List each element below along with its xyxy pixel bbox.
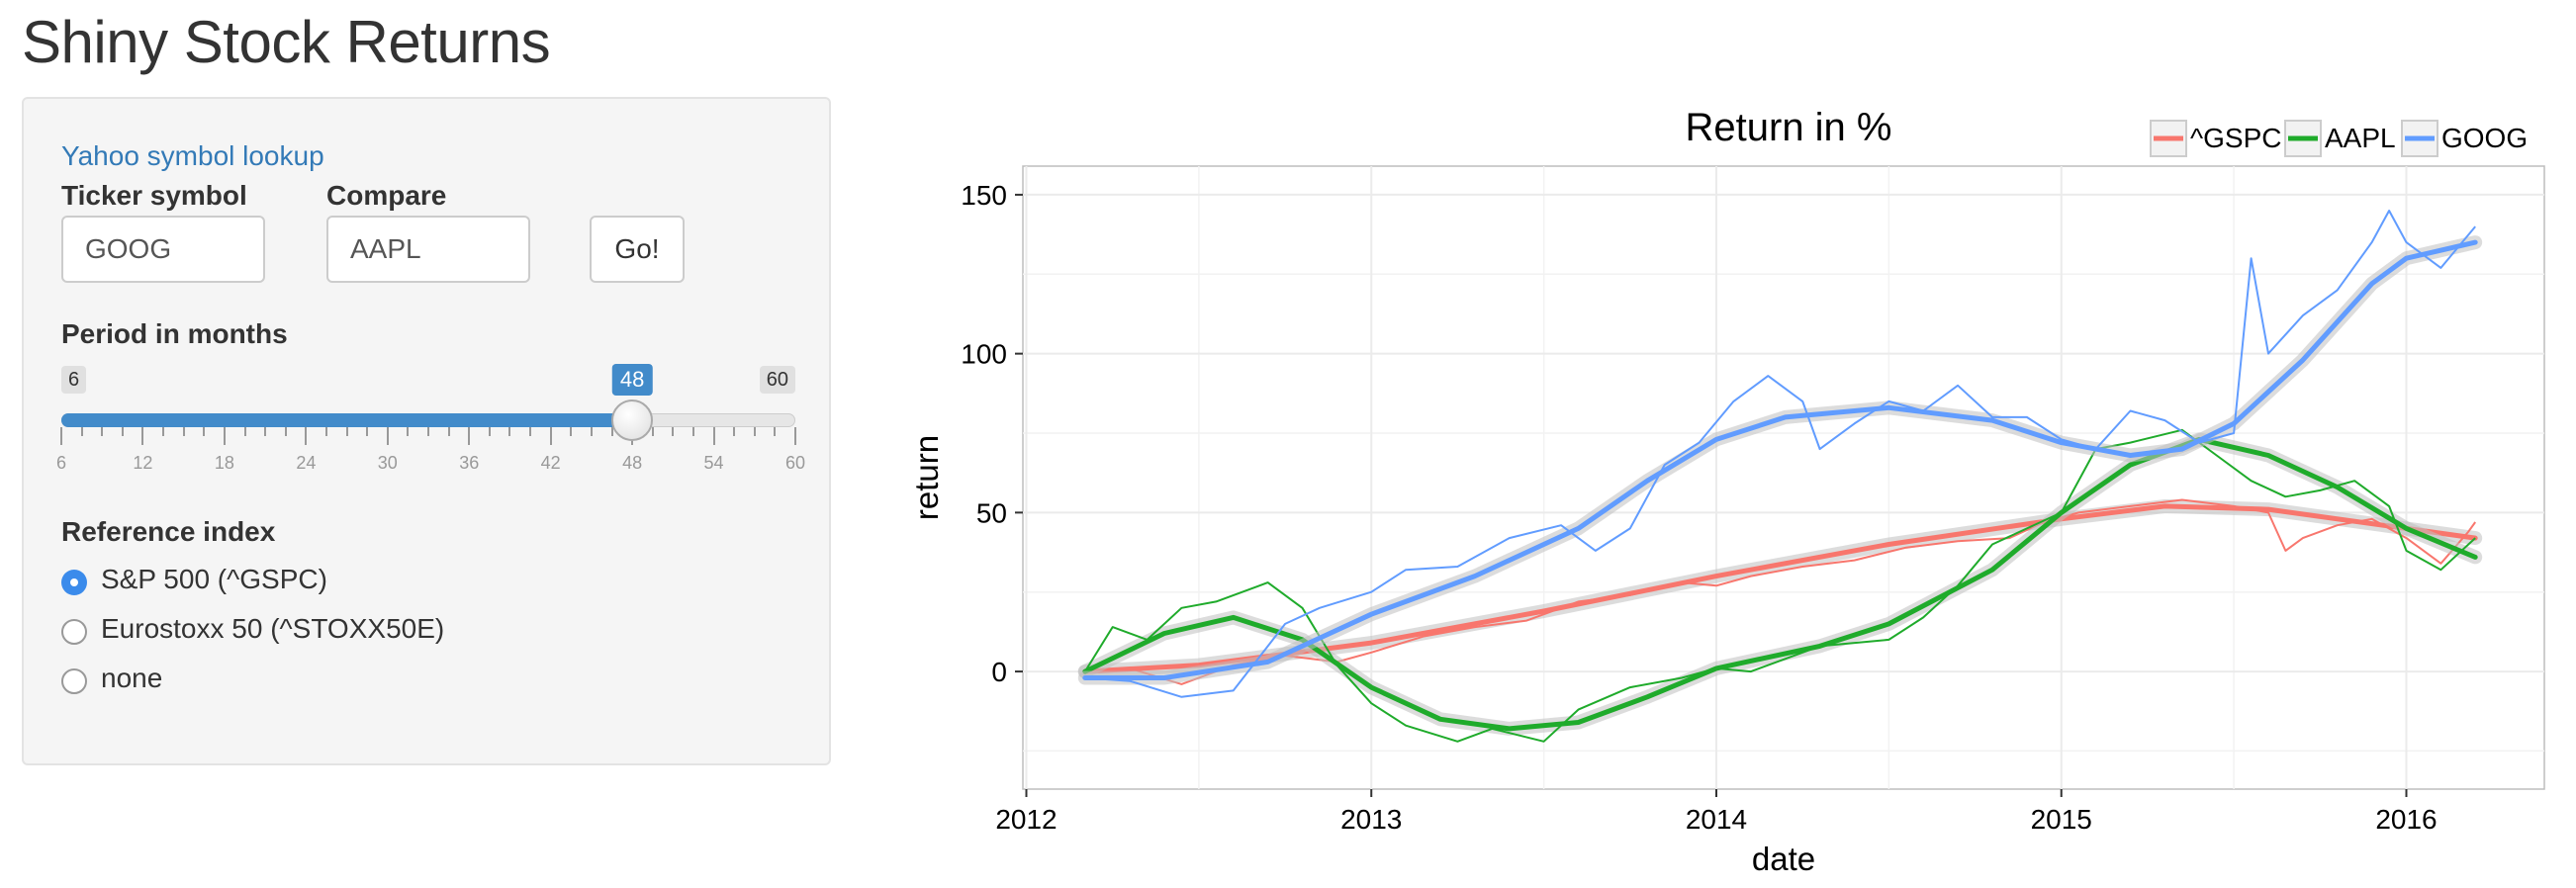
radio-button[interactable]: [61, 570, 87, 595]
compare-input[interactable]: [326, 216, 530, 283]
slider-minor-tick: [284, 427, 287, 436]
slider-tick-label: 24: [296, 453, 317, 473]
slider-tick-label: 60: [784, 453, 806, 473]
radio-label: Eurostoxx 50 (^STOXX50E): [101, 613, 445, 644]
slider-tick: [141, 427, 144, 445]
slider-tick: [60, 427, 62, 445]
ticker-symbol-label: Ticker symbol: [61, 180, 247, 211]
slider-minor-tick: [529, 427, 532, 436]
radio-label: S&P 500 (^GSPC): [101, 564, 327, 594]
radio-button[interactable]: [61, 619, 87, 645]
slider-tick-label: 48: [622, 453, 643, 473]
sidebar-panel: [22, 97, 831, 765]
slider-tick-label: 30: [377, 453, 398, 473]
slider-minor-tick: [162, 427, 165, 436]
slider-tick: [223, 427, 226, 445]
y-tick-label: 50: [976, 497, 1007, 528]
slider-minor-tick: [672, 427, 675, 436]
slider-minor-tick: [345, 427, 348, 436]
slider-minor-tick: [101, 427, 104, 436]
period-label: Period in months: [61, 318, 288, 349]
slider-min-label: 6: [61, 366, 87, 394]
slider-minor-tick: [753, 427, 756, 436]
legend-label: AAPL: [2325, 123, 2396, 153]
slider-tick: [386, 427, 389, 445]
slider-tick-label: 54: [703, 453, 724, 473]
x-tick-label: 2012: [995, 804, 1057, 835]
slider-tick: [305, 427, 308, 445]
slider-fill: [61, 413, 633, 427]
x-tick-label: 2015: [2031, 804, 2092, 835]
chart-title: Return in %: [1686, 106, 1892, 149]
ticker-symbol-input[interactable]: [61, 216, 265, 283]
slider-handle[interactable]: [611, 400, 654, 441]
slider-minor-tick: [324, 427, 327, 436]
radio-button[interactable]: [61, 668, 87, 694]
smooth-line-goog: [1082, 239, 2478, 680]
slider-tick-label: 6: [55, 453, 67, 473]
x-tick-label: 2014: [1686, 804, 1747, 835]
slider-minor-tick: [610, 427, 613, 436]
page-title: Shiny Stock Returns: [22, 9, 551, 75]
series-line-goog: [1084, 210, 2476, 698]
go-button[interactable]: Go!: [590, 216, 685, 283]
slider-minor-tick: [570, 427, 573, 436]
slider-tick-label: 42: [540, 453, 561, 473]
x-tick-label: 2013: [1340, 804, 1402, 835]
period-slider[interactable]: 6 60 48 6 12 18 24 30 36 42 48 54 60: [56, 360, 805, 479]
slider-minor-tick: [121, 427, 124, 436]
x-axis-title: date: [1752, 841, 1815, 876]
slider-minor-tick: [508, 427, 511, 436]
slider-minor-tick: [407, 427, 410, 436]
slider-tick: [712, 427, 715, 445]
slider-minor-tick: [447, 427, 450, 436]
slider-minor-tick: [488, 427, 491, 436]
slider-minor-tick: [774, 427, 777, 436]
slider-tick-label: 12: [133, 453, 153, 473]
slider-tick-label: 18: [214, 453, 234, 473]
slider-tick-label: 36: [459, 453, 480, 473]
slider-minor-tick: [651, 427, 654, 436]
compare-label: Compare: [326, 180, 447, 211]
slider-minor-tick: [691, 427, 694, 436]
plot-panel: [1022, 165, 2545, 790]
y-tick-label: 100: [961, 339, 1007, 370]
slider-minor-tick: [590, 427, 593, 436]
slider-minor-tick: [243, 427, 246, 436]
return-chart: 0 50 100 150 2012 2013 2014 2015 2016 date return R…: [908, 106, 2545, 876]
radio-label: none: [101, 663, 163, 693]
yahoo-symbol-lookup-link[interactable]: Yahoo symbol lookup: [61, 140, 324, 171]
slider-minor-tick: [264, 427, 267, 436]
slider-tick: [794, 427, 796, 445]
legend-label: GOOG: [2441, 123, 2528, 153]
slider-minor-tick: [80, 427, 83, 436]
series-line-gspc: [1084, 498, 2477, 685]
legend-label: ^GSPC: [2190, 123, 2282, 153]
slider-minor-tick: [203, 427, 206, 436]
slider-minor-tick: [182, 427, 185, 436]
slider-minor-tick: [366, 427, 369, 436]
slider-tick: [549, 427, 552, 445]
y-tick-label: 150: [961, 180, 1007, 211]
slider-minor-tick: [733, 427, 736, 436]
reference-index-label: Reference index: [61, 516, 276, 547]
y-axis-title: return: [908, 435, 945, 520]
slider-tick: [468, 427, 471, 445]
slider-max-label: 60: [759, 366, 795, 394]
x-tick-label: 2016: [2375, 804, 2437, 835]
slider-value-label: 48: [611, 364, 653, 396]
slider-minor-tick: [427, 427, 429, 436]
y-tick-label: 0: [991, 657, 1007, 687]
